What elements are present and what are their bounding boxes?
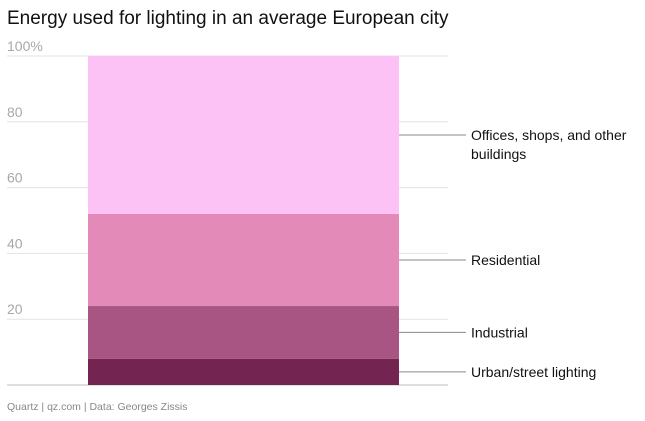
bar-segment-residential [88,213,399,307]
bar-segment-industrial [88,306,399,359]
y-tick-label: 20 [7,301,23,317]
chart-title: Energy used for lighting in an average E… [7,8,449,29]
series-label-offices-shops-and-other-buildings: Offices, shops, and other buildings [471,127,627,162]
source-credit: Quartz | qz.com | Data: Georges Zissis [7,401,188,413]
series-label-residential: Residential [471,252,540,268]
series-label-industrial: Industrial [471,324,528,340]
bar-segment-offices-shops-and-other-buildings [88,56,399,214]
series-label-urban-street-lighting: Urban/street lighting [471,364,596,380]
y-tick-label: 40 [7,235,23,251]
bar-segment-urban-street-lighting [88,358,399,385]
y-tick-label: 80 [7,104,23,120]
y-tick-label: 60 [7,170,23,186]
y-tick-label: 100% [7,38,43,54]
